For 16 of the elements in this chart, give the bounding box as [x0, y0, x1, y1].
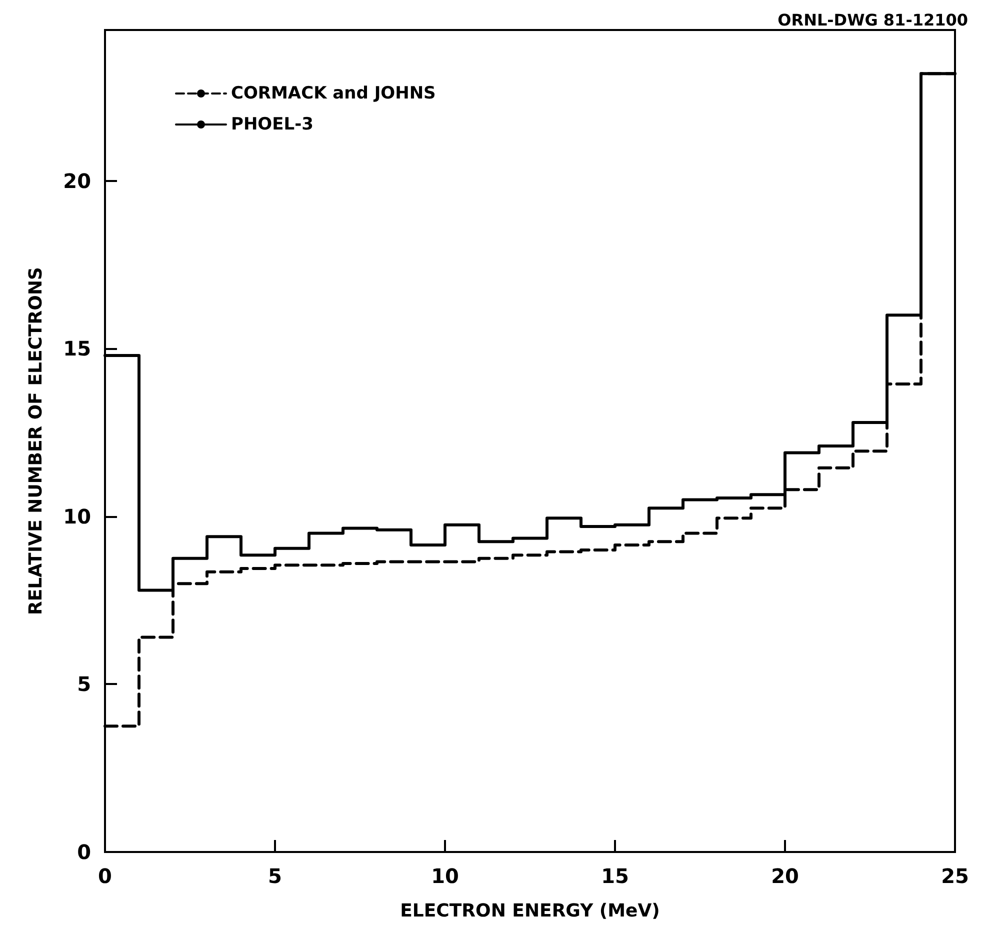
y-axis-title: RELATIVE NUMBER OF ELECTRONS: [26, 267, 46, 615]
legend-label: CORMACK and JOHNS: [231, 84, 436, 104]
text: ORNL-DWG 81-12100: [778, 10, 968, 30]
y-tick-label: 10: [63, 504, 91, 528]
x-axis-title: ELECTRON ENERGY (MeV): [400, 900, 660, 922]
x-tick-label: 15: [601, 864, 629, 888]
x-tick-label: 10: [431, 864, 459, 888]
y-tick-label: 15: [63, 336, 91, 361]
y-tick-label: 20: [63, 168, 91, 193]
legend-label: PHOEL-3: [231, 114, 314, 134]
x-tick-label: 0: [98, 864, 112, 888]
y-tick-label: 0: [77, 840, 91, 864]
x-tick-label: 25: [941, 864, 969, 888]
y-tick-label: 5: [77, 672, 91, 696]
x-tick-label: 20: [771, 864, 799, 888]
x-tick-label: 5: [268, 864, 282, 888]
